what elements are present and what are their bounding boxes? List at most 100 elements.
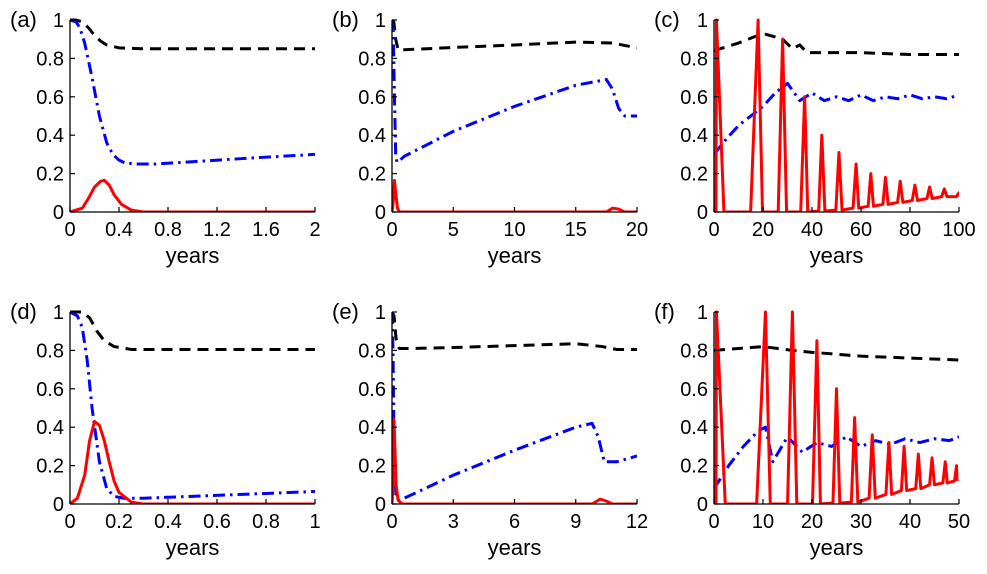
y-tick-label: 0.2 <box>36 164 64 186</box>
x-axis-label: years <box>488 243 542 268</box>
x-tick-label: 100 <box>942 219 975 241</box>
y-tick-label: 1 <box>53 10 64 32</box>
panel-label: (b) <box>332 7 359 32</box>
x-tick-label: 30 <box>850 511 872 533</box>
y-tick-label: 0.2 <box>358 164 386 186</box>
panel-e: 0 3 6 9 12 0 0.2 0.4 0.6 0.8 (e) 1 years <box>332 299 648 560</box>
y-tick-label: 1 <box>53 302 64 324</box>
series-dashed-line <box>70 310 315 351</box>
x-tick-label: 10 <box>503 219 525 241</box>
y-tick-label: 0.8 <box>36 340 64 362</box>
y-tick-label: 0.4 <box>36 125 64 147</box>
x-tick-label: 0 <box>386 219 397 241</box>
y-tick-label: 0.2 <box>358 456 386 478</box>
x-tick-label: 1 <box>309 511 320 533</box>
x-tick-label: 3 <box>448 511 459 533</box>
series-dashdot-line <box>714 425 959 490</box>
panel-label: (c) <box>654 7 680 32</box>
x-tick-label: 0.2 <box>105 511 133 533</box>
series-solid-line <box>392 418 637 504</box>
x-tick-label: 0 <box>708 511 719 533</box>
y-tick-label: 1 <box>375 302 386 324</box>
x-tick-label: 1.6 <box>252 219 280 241</box>
y-tick-label: 0.4 <box>680 417 708 439</box>
y-tick-label: 0 <box>375 494 386 516</box>
x-tick-label: 0 <box>64 219 75 241</box>
x-tick-label: 1.2 <box>203 219 231 241</box>
series-dashed-line <box>714 31 959 57</box>
x-tick-label: 12 <box>626 511 648 533</box>
panel-b: 0 5 10 15 20 0 0.2 0.4 0.6 0.8 (b) 1 years <box>332 7 648 268</box>
panel-a: 0 0.4 0.8 1.2 1.6 2 0 0.2 0.4 0.6 0.8 (a) 1 years <box>10 7 321 268</box>
y-tick-label: 1 <box>375 10 386 32</box>
y-tick-label: 0.6 <box>36 379 64 401</box>
panel-label: (d) <box>10 299 37 324</box>
series-dashdot-line <box>392 311 637 502</box>
y-tick-label: 0.4 <box>358 417 386 439</box>
series-dashed-line <box>392 18 637 52</box>
x-tick-label: 20 <box>752 219 774 241</box>
x-tick-label: 0.8 <box>154 219 182 241</box>
x-tick-label: 80 <box>899 219 921 241</box>
x-tick-label: 0.8 <box>252 511 280 533</box>
x-tick-label: 50 <box>948 511 970 533</box>
y-tick-label: 0.6 <box>358 87 386 109</box>
y-tick-label: 0.8 <box>358 48 386 70</box>
y-tick-label: 0.8 <box>358 340 386 362</box>
y-tick-label: 0.4 <box>36 417 64 439</box>
x-tick-label: 0.6 <box>203 511 231 533</box>
series-dashdot-line <box>70 18 315 166</box>
series-solid-line <box>70 419 315 504</box>
x-tick-label: 40 <box>801 219 823 241</box>
x-axis-label: years <box>810 535 864 560</box>
series-solid-line <box>714 310 959 504</box>
x-tick-label: 0.4 <box>105 219 133 241</box>
x-tick-label: 10 <box>752 511 774 533</box>
y-tick-label: 0.8 <box>680 340 708 362</box>
x-tick-label: 0 <box>64 511 75 533</box>
x-tick-label: 2 <box>309 219 320 241</box>
series-dashed-line <box>392 311 637 351</box>
y-tick-label: 0.8 <box>36 48 64 70</box>
panel-c: 0 20 40 60 80 100 0 0.2 0.4 0.6 0.8(c) 1 years <box>654 7 976 268</box>
x-tick-label: 40 <box>899 511 921 533</box>
series-dashed-line <box>714 345 959 362</box>
x-tick-label: 5 <box>448 219 459 241</box>
y-tick-label: 0.2 <box>680 456 708 478</box>
y-tick-label: 0 <box>53 202 64 224</box>
x-tick-label: 0 <box>386 511 397 533</box>
panel-d: 0 0.2 0.4 0.6 0.8 1 0 0.2 0.4 0.6 0.8 (d) 1 years <box>10 299 321 560</box>
y-tick-label: 0.4 <box>358 125 386 147</box>
x-axis-label: years <box>488 535 542 560</box>
panel-label: (a) <box>10 7 37 32</box>
y-tick-label: 0.2 <box>36 456 64 478</box>
x-tick-label: 15 <box>565 219 587 241</box>
y-tick-label: 0 <box>375 202 386 224</box>
y-tick-label: 0.2 <box>680 164 708 186</box>
y-tick-label: 0.6 <box>358 379 386 401</box>
y-tick-label: 0.6 <box>680 379 708 401</box>
x-axis-label: years <box>810 243 864 268</box>
x-tick-label: 20 <box>801 511 823 533</box>
x-tick-label: 0 <box>708 219 719 241</box>
y-tick-label: 0 <box>697 202 708 224</box>
panel-f: 0 10 20 30 40 50 0 0.2 0.4 0.6 0.8(f) 1 years <box>654 299 970 560</box>
x-tick-label: 6 <box>509 511 520 533</box>
y-tick-label: 0.6 <box>36 87 64 109</box>
x-tick-label: 60 <box>850 219 872 241</box>
panel-label: (e) <box>332 299 359 324</box>
y-tick-label: 0 <box>697 494 708 516</box>
series-dashed-line <box>70 18 315 51</box>
series-dashdot-line <box>70 310 315 500</box>
x-tick-label: 9 <box>570 511 581 533</box>
series-dashdot-line <box>392 19 637 164</box>
y-tick-label: 0.6 <box>680 87 708 109</box>
series-dashdot-line <box>714 81 959 156</box>
panel-label: (f) <box>654 299 675 324</box>
y-tick-label: 0.4 <box>680 125 708 147</box>
x-tick-label: 20 <box>626 219 648 241</box>
series-solid-line <box>392 178 637 212</box>
y-tick-label: 1 <box>697 302 708 324</box>
x-axis-label: years <box>166 535 220 560</box>
